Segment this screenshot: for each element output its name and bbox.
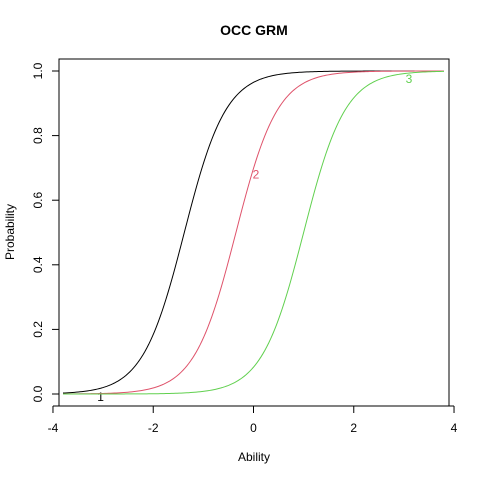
x-axis-label: Ability [238, 450, 270, 464]
chart-title: OCC GRM [220, 22, 288, 38]
y-tick-label: 0.0 [31, 385, 45, 402]
series-line-3 [63, 70, 445, 395]
series-line-2 [62, 70, 444, 395]
y-tick-label: 0.4 [31, 256, 45, 273]
x-tick-label: 2 [350, 421, 357, 435]
series-layer: 1 2 3 [62, 70, 445, 404]
x-axis: -4 -2 0 2 4 [48, 405, 458, 435]
series-line-1 [62, 70, 444, 394]
y-axis: 0.0 0.2 0.4 0.6 0.8 1.0 [31, 62, 60, 402]
series-label-3: 3 [406, 72, 413, 86]
y-axis-label: Probability [3, 204, 17, 260]
series-label-2: 2 [253, 167, 260, 181]
x-tick-label: 4 [451, 421, 458, 435]
y-tick-label: 0.2 [31, 321, 45, 338]
x-tick-label: -4 [48, 421, 59, 435]
x-tick-label: -2 [148, 421, 159, 435]
x-tick-label: 0 [250, 421, 257, 435]
y-tick-label: 1.0 [31, 62, 45, 79]
y-tick-label: 0.6 [31, 192, 45, 209]
y-tick-label: 0.8 [31, 127, 45, 144]
series-label-1: 1 [97, 390, 104, 404]
plot-frame [58, 58, 450, 407]
